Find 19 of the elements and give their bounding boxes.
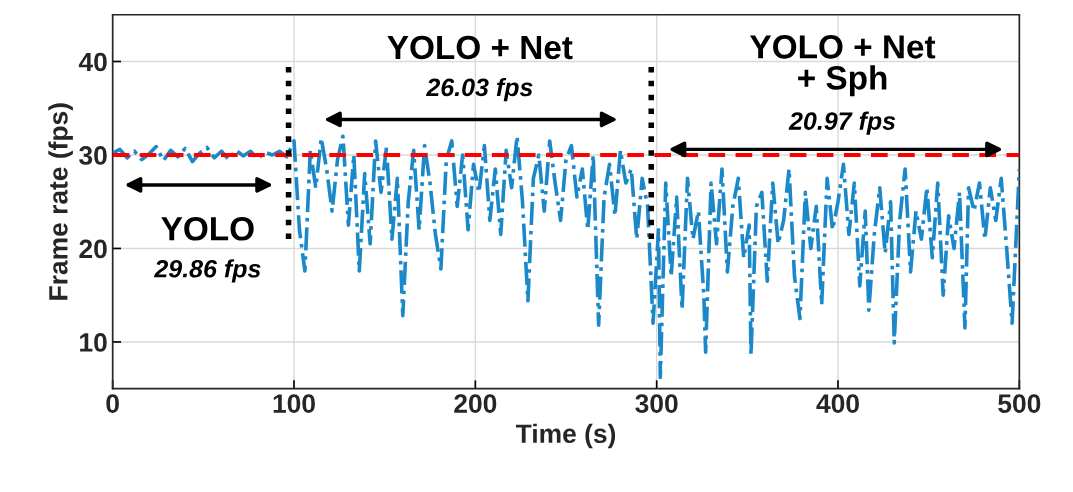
y-tick-label: 20	[79, 239, 107, 259]
y-tick-label: 30	[79, 146, 107, 165]
annotation: YOLO + Net + Sph	[750, 35, 936, 97]
x-tick-label: 0	[106, 394, 119, 413]
x-tick-label: 300	[635, 394, 678, 413]
x-tick-label: 500	[998, 394, 1041, 413]
annotation: 20.97 fps	[788, 111, 896, 135]
x-tick-label: 400	[816, 394, 859, 413]
line-series	[112, 134, 1020, 380]
annotation: 29.86 fps	[153, 259, 261, 283]
y-tick-label: 10	[80, 333, 107, 352]
annotation: YOLO	[161, 216, 254, 241]
y-axis-title: Frame rate (fps)	[48, 103, 73, 300]
x-tick-label: 200	[454, 394, 497, 413]
x-tick-label: 100	[273, 394, 315, 413]
x-axis-title: Time (s)	[515, 423, 616, 449]
annotation: 26.03 fps	[425, 77, 533, 102]
annotation: YOLO + Net	[387, 35, 573, 60]
y-tick-label: 40	[78, 52, 107, 72]
